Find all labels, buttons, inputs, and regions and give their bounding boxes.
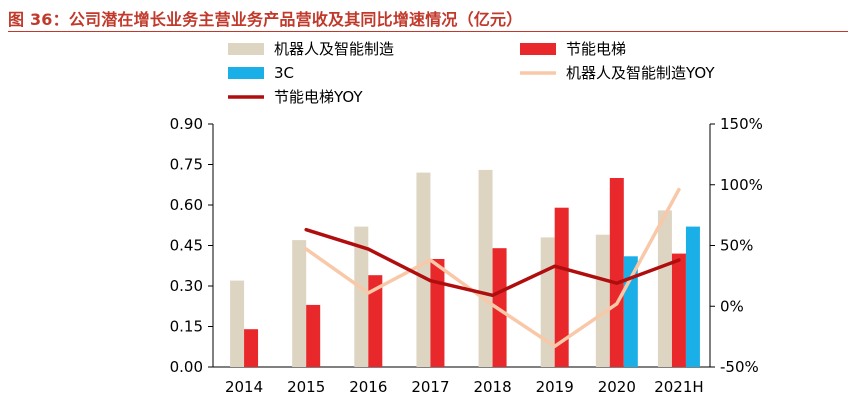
- legend-swatch: [520, 43, 556, 55]
- y-tick-label: 0.60: [170, 196, 203, 214]
- bar: [623, 256, 638, 367]
- bar: [354, 226, 369, 367]
- bar: [368, 275, 383, 367]
- legend-label: 机器人及智能制造YOY: [566, 64, 715, 82]
- x-tick-label: 2019: [536, 378, 574, 396]
- y2-tick-label: 150%: [720, 115, 763, 133]
- x-tick-label: 2017: [411, 378, 449, 396]
- legend-label: 3C: [274, 64, 294, 82]
- x-tick-label: 2014: [225, 378, 263, 396]
- y-tick-label: 0.90: [170, 115, 203, 133]
- x-tick-label: 2016: [349, 378, 387, 396]
- bar: [306, 304, 321, 367]
- legend-label: 节能电梯YOY: [274, 88, 363, 106]
- x-tick-label: 2021H: [654, 378, 703, 396]
- bar: [478, 169, 493, 367]
- bar: [609, 178, 624, 367]
- bar: [540, 237, 555, 367]
- y2-tick-label: 100%: [720, 176, 763, 194]
- bar: [685, 226, 700, 367]
- y2-tick-label: -50%: [720, 358, 759, 376]
- bar: [292, 240, 307, 367]
- series-line: [304, 187, 681, 349]
- y2-tick-label: 50%: [720, 237, 753, 255]
- legend-swatch: [228, 67, 264, 79]
- x-tick-label: 2020: [598, 378, 636, 396]
- x-tick-label: 2018: [473, 378, 511, 396]
- y-tick-label: 0.00: [170, 358, 203, 376]
- chart-title: 图 36：公司潜在增长业务主营业务产品营收及其同比增速情况（亿元）: [8, 10, 523, 29]
- y-tick-label: 0.45: [170, 237, 203, 255]
- y-tick-label: 0.75: [170, 156, 203, 174]
- bar: [554, 207, 569, 367]
- y-tick-label: 0.30: [170, 277, 203, 295]
- bar: [416, 172, 431, 367]
- bar: [430, 259, 445, 367]
- legend-label: 节能电梯: [566, 40, 626, 58]
- title-divider: [8, 31, 848, 32]
- legend-label: 机器人及智能制造: [274, 40, 394, 58]
- x-tick-label: 2015: [287, 378, 325, 396]
- bar: [671, 253, 686, 367]
- bar: [244, 329, 259, 367]
- bar: [230, 280, 245, 367]
- bar: [657, 210, 672, 367]
- bar: [595, 234, 610, 367]
- legend-swatch: [228, 43, 264, 55]
- y-tick-label: 0.15: [170, 318, 203, 336]
- series-line: [304, 227, 681, 298]
- y2-tick-label: 0%: [720, 297, 744, 315]
